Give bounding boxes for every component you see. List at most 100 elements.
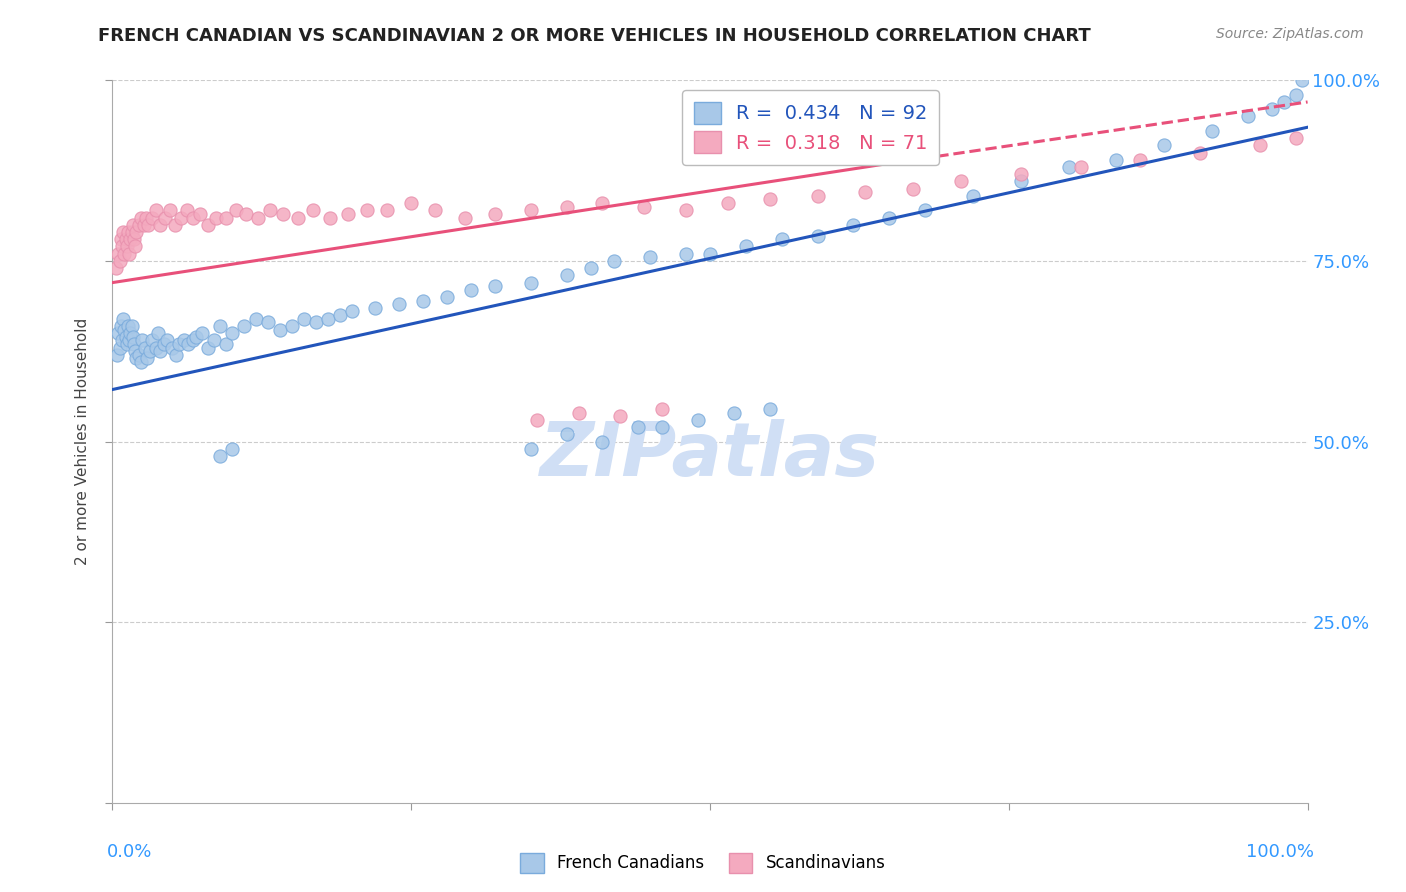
Text: FRENCH CANADIAN VS SCANDINAVIAN 2 OR MORE VEHICLES IN HOUSEHOLD CORRELATION CHAR: FRENCH CANADIAN VS SCANDINAVIAN 2 OR MOR… <box>98 27 1091 45</box>
Point <box>305 315 328 329</box>
Point <box>914 203 936 218</box>
Point <box>136 351 159 366</box>
Point <box>520 276 543 290</box>
Point <box>1010 174 1032 188</box>
Point <box>181 211 204 225</box>
Point <box>555 200 578 214</box>
Point <box>114 232 136 246</box>
Point <box>460 283 482 297</box>
Point <box>807 189 830 203</box>
Point <box>1272 95 1295 109</box>
Point <box>177 337 200 351</box>
Point <box>603 253 626 268</box>
Point <box>1249 138 1271 153</box>
Point <box>1070 160 1092 174</box>
Point <box>129 211 152 225</box>
Point <box>156 334 179 348</box>
Point <box>215 211 238 225</box>
Point <box>141 211 163 225</box>
Point <box>245 311 267 326</box>
Point <box>191 326 214 340</box>
Point <box>329 308 352 322</box>
Point <box>110 232 132 246</box>
Point <box>117 318 139 333</box>
Point <box>125 351 148 366</box>
Point <box>269 322 291 336</box>
Point <box>336 207 359 221</box>
Point <box>651 420 673 434</box>
Point <box>388 297 411 311</box>
Point <box>163 218 186 232</box>
Text: 0.0%: 0.0% <box>107 843 152 861</box>
Point <box>131 334 153 348</box>
Point <box>235 207 257 221</box>
Point <box>842 218 865 232</box>
Point <box>202 334 225 348</box>
Point <box>555 427 578 442</box>
Point <box>149 344 172 359</box>
Point <box>436 290 458 304</box>
Text: 100.0%: 100.0% <box>1246 843 1313 861</box>
Point <box>115 239 138 253</box>
Point <box>592 434 614 449</box>
Point <box>153 211 176 225</box>
Point <box>1057 160 1080 174</box>
Point <box>121 318 143 333</box>
Text: Source: ZipAtlas.com: Source: ZipAtlas.com <box>1216 27 1364 41</box>
Point <box>1010 167 1032 181</box>
Point <box>117 225 139 239</box>
Point <box>717 196 740 211</box>
Point <box>124 344 146 359</box>
Point <box>181 334 204 348</box>
Point <box>962 189 984 203</box>
Point <box>1201 124 1223 138</box>
Point <box>159 203 181 218</box>
Point <box>153 337 176 351</box>
Point <box>146 326 169 340</box>
Point <box>141 334 163 348</box>
Point <box>526 413 548 427</box>
Point <box>1285 131 1308 145</box>
Point <box>903 182 925 196</box>
Point <box>520 442 543 456</box>
Point <box>128 348 150 362</box>
Point <box>225 203 247 218</box>
Point <box>292 311 315 326</box>
Point <box>112 225 135 239</box>
Point <box>132 218 155 232</box>
Point <box>169 337 191 351</box>
Point <box>302 203 325 218</box>
Point <box>770 232 793 246</box>
Point <box>316 311 339 326</box>
Point <box>186 330 208 344</box>
Point <box>377 203 399 218</box>
Point <box>319 211 342 225</box>
Point <box>425 203 447 218</box>
Text: ZIPatlas: ZIPatlas <box>540 419 880 492</box>
Point <box>1153 138 1175 153</box>
Point <box>484 279 506 293</box>
Point <box>855 186 877 200</box>
Point <box>609 409 631 424</box>
Point <box>107 246 129 260</box>
Point <box>188 207 211 221</box>
Point <box>412 293 434 308</box>
Point <box>484 207 506 221</box>
Point <box>215 337 238 351</box>
Point <box>125 225 148 239</box>
Point <box>169 211 191 225</box>
Point <box>759 402 782 417</box>
Y-axis label: 2 or more Vehicles in Household: 2 or more Vehicles in Household <box>75 318 90 566</box>
Point <box>759 193 782 207</box>
Point <box>124 239 146 253</box>
Point <box>1291 73 1313 87</box>
Point <box>287 211 309 225</box>
Point <box>257 315 280 329</box>
Point <box>1105 153 1128 167</box>
Point <box>121 330 143 344</box>
Point <box>723 406 745 420</box>
Point <box>105 261 128 276</box>
Point <box>520 203 543 218</box>
Point <box>633 200 655 214</box>
Point <box>281 318 304 333</box>
